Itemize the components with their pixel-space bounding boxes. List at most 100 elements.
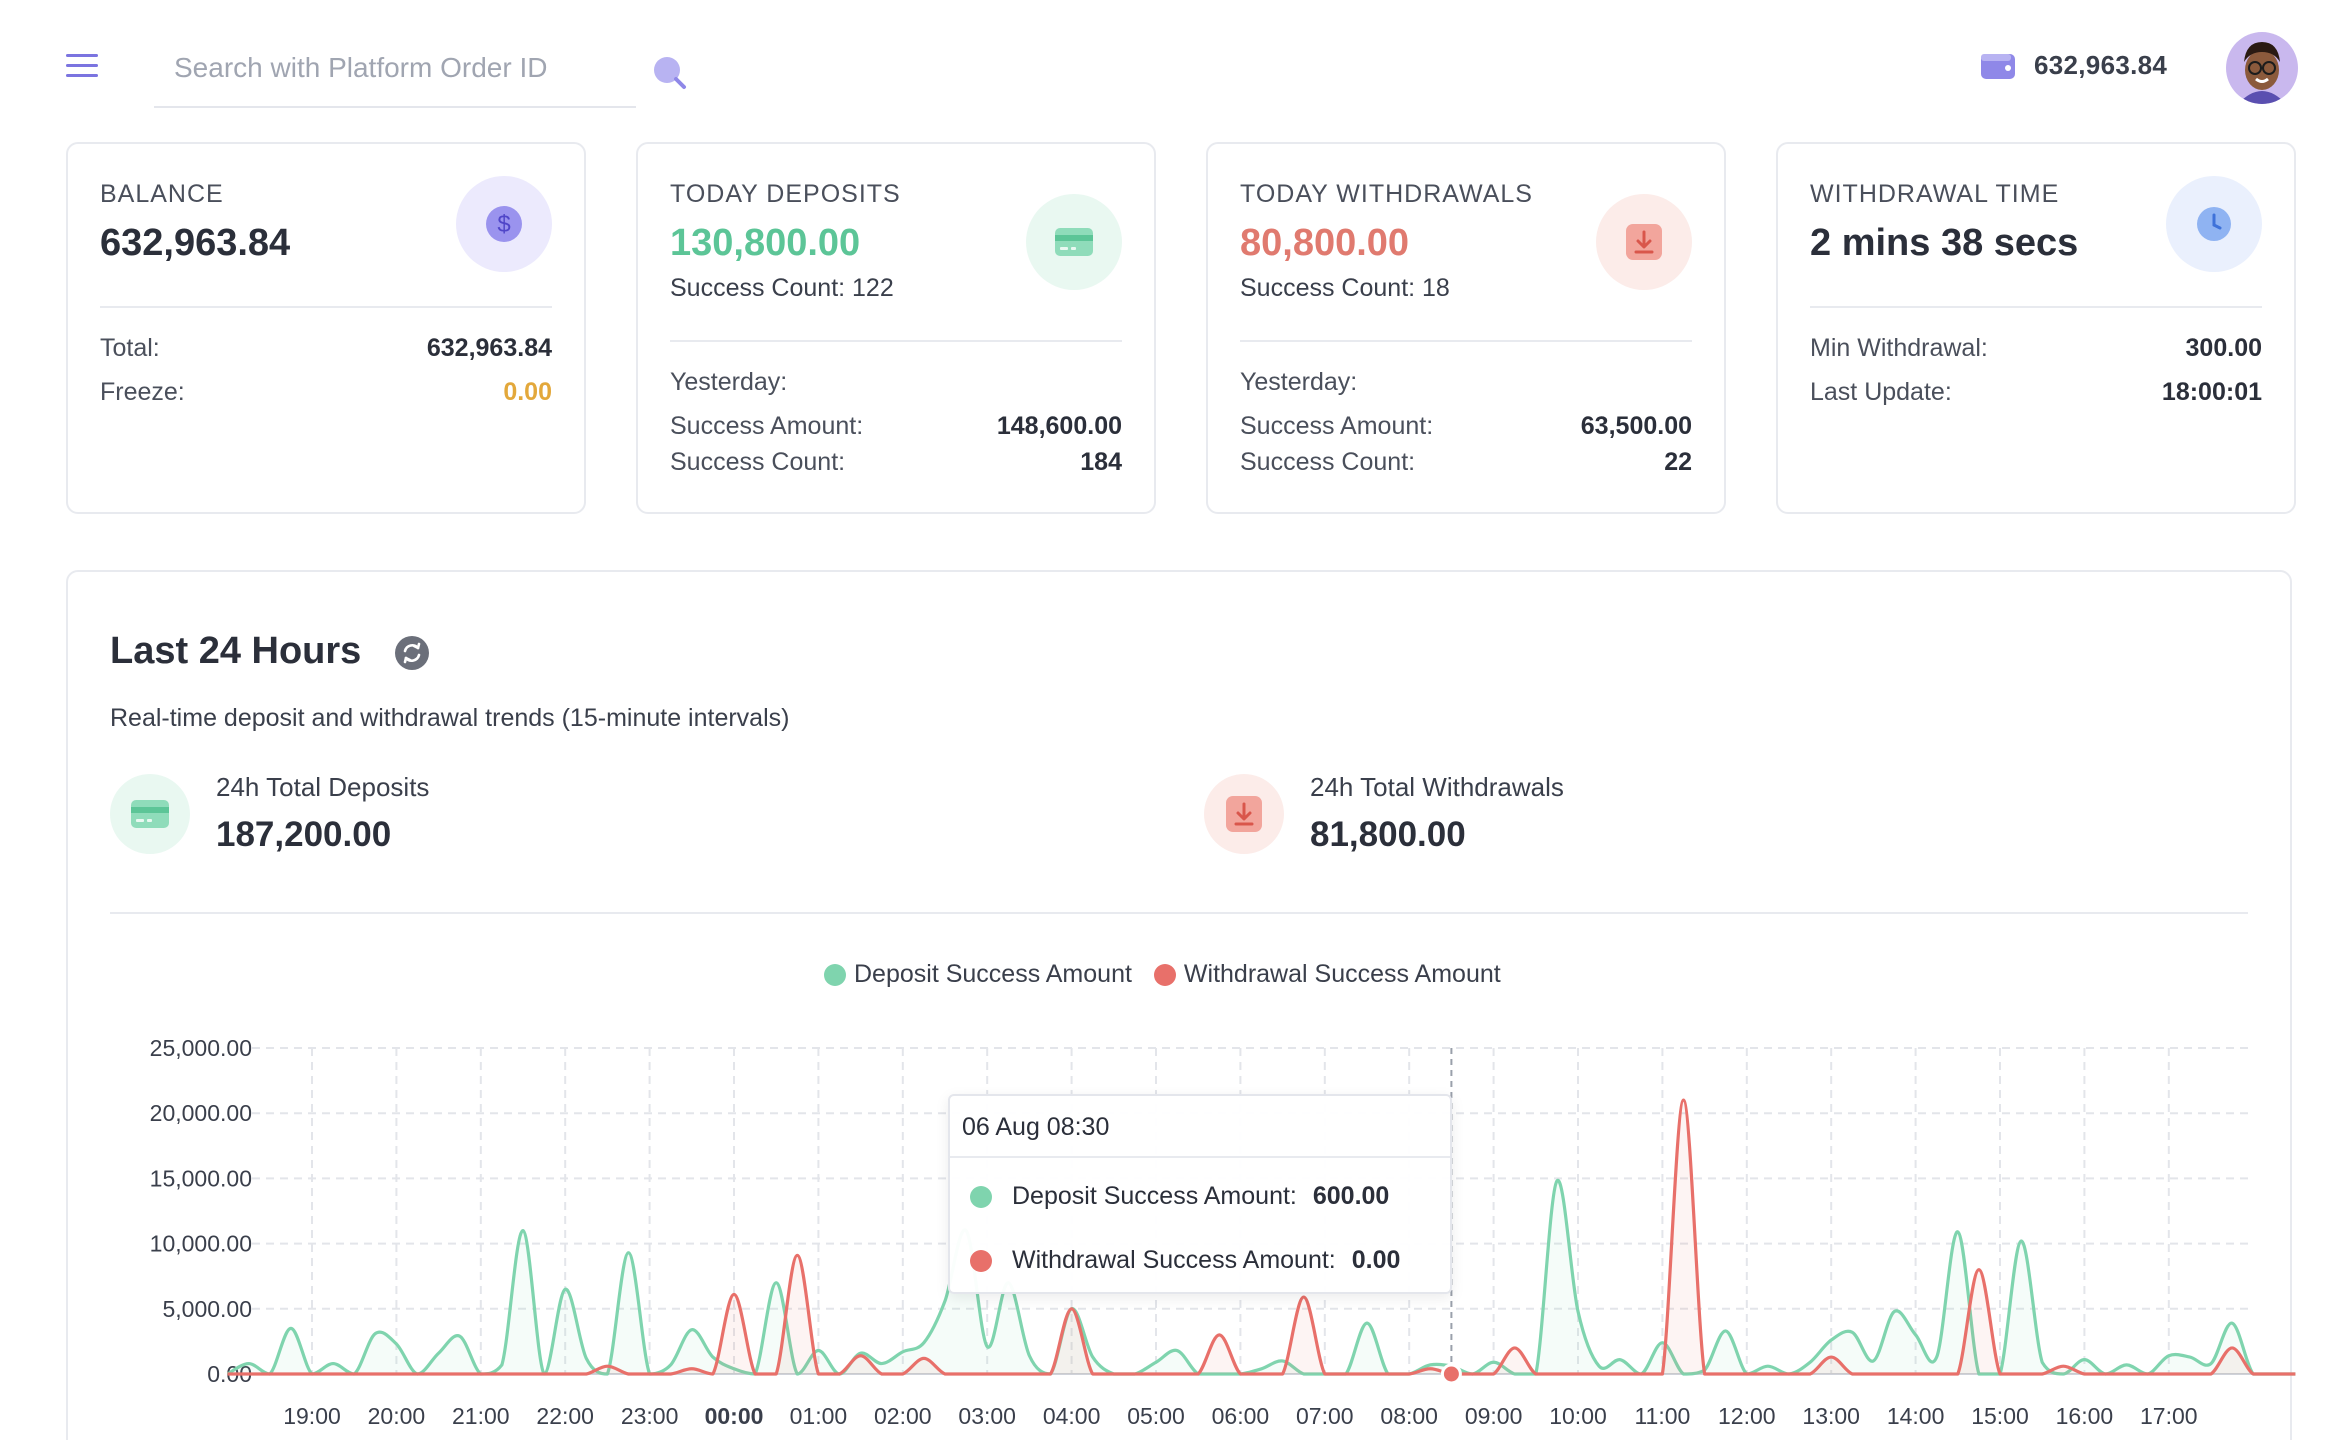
withdrawal-time-title: WITHDRAWAL TIME xyxy=(1810,180,2060,208)
x-tick-label: 08:00 xyxy=(1380,1403,1438,1429)
tooltip-withdrawal-label: Withdrawal Success Amount: xyxy=(1012,1246,1336,1274)
download-icon-wrap xyxy=(1596,194,1692,290)
clock-icon-wrap xyxy=(2166,176,2262,272)
deposits-yesterday-count-row: Success Count: 184 xyxy=(670,448,1122,477)
x-tick-label: 05:00 xyxy=(1127,1403,1185,1429)
download-icon-wrap xyxy=(1204,773,1284,854)
x-tick-label: 12:00 xyxy=(1718,1403,1776,1429)
tooltip-withdrawal-value: 0.00 xyxy=(1351,1246,1401,1274)
balance-card: BALANCE 632,963.84 $ Total: 632,963.84 F… xyxy=(66,142,586,514)
amount-label: Success Amount: xyxy=(670,412,864,440)
total-deposits-summary: 24h Total Deposits 187,200.00 xyxy=(110,772,429,855)
chart-tooltip: 06 Aug 08:30 Deposit Success Amount: 600… xyxy=(948,1094,1452,1294)
legend-withdrawal-label: Withdrawal Success Amount xyxy=(1183,960,1501,988)
x-tick-label: 23:00 xyxy=(621,1403,679,1429)
y-tick-label: 20,000.00 xyxy=(150,1100,252,1126)
amount-value: 148,600.00 xyxy=(996,412,1122,440)
wallet-icon xyxy=(1981,53,2015,79)
search-input[interactable] xyxy=(154,40,584,96)
credit-card-icon xyxy=(1055,228,1093,256)
refresh-icon[interactable] xyxy=(394,635,430,671)
deposits-yesterday-amount-row: Success Amount: 148,600.00 xyxy=(670,412,1122,441)
panel-divider xyxy=(110,912,2248,914)
dollar-icon: $ xyxy=(486,206,522,242)
x-tick-label: 14:00 xyxy=(1887,1403,1945,1429)
x-tick-label: 17:00 xyxy=(2140,1403,2198,1429)
freeze-label: Freeze: xyxy=(100,378,185,406)
x-tick-label: 20:00 xyxy=(368,1403,426,1429)
x-tick-label: 10:00 xyxy=(1549,1403,1607,1429)
deposit-series-line xyxy=(226,1179,2296,1376)
count-value: 184 xyxy=(1080,448,1122,476)
tooltip-withdrawal-dot xyxy=(970,1249,992,1272)
last-update-row: Last Update: 18:00:01 xyxy=(1810,378,2262,407)
amount-label: Success Amount: xyxy=(1240,412,1434,440)
yesterday-label: Yesterday: xyxy=(670,368,788,396)
tooltip-title: 06 Aug 08:30 xyxy=(950,1096,1450,1158)
search-bar xyxy=(154,40,686,108)
tooltip-withdrawal-row: Withdrawal Success Amount: 0.00 xyxy=(970,1246,1400,1275)
card-divider xyxy=(670,340,1122,342)
x-tick-label: 04:00 xyxy=(1043,1403,1101,1429)
card-divider xyxy=(1810,306,2262,308)
balance-value: 632,963.84 xyxy=(100,222,291,264)
total-withdrawals-value: 81,800.00 xyxy=(1310,815,1466,854)
y-tick-label: 5,000.00 xyxy=(162,1296,252,1322)
x-tick-label: 06:00 xyxy=(1212,1403,1270,1429)
min-withdrawal-label: Min Withdrawal: xyxy=(1810,334,1988,362)
search-icon[interactable] xyxy=(647,50,691,94)
withdrawals-yesterday-amount-row: Success Amount: 63,500.00 xyxy=(1240,412,1692,441)
dollar-icon-wrap: $ xyxy=(456,176,552,272)
y-tick-label: 10,000.00 xyxy=(150,1231,252,1257)
panel-title: Last 24 Hours xyxy=(110,630,362,672)
x-tick-label: 13:00 xyxy=(1802,1403,1860,1429)
credit-card-icon xyxy=(131,799,169,828)
wallet-balance: 632,963.84 xyxy=(1980,50,2167,81)
panel-subtitle: Real-time deposit and withdrawal trends … xyxy=(110,704,790,732)
x-tick-label: 07:00 xyxy=(1296,1403,1354,1429)
menu-icon[interactable] xyxy=(66,54,98,80)
legend-withdrawal[interactable]: Withdrawal Success Amount xyxy=(1153,960,1501,989)
x-tick-label: 19:00 xyxy=(283,1403,341,1429)
download-icon xyxy=(1226,795,1262,832)
x-tick-label: 21:00 xyxy=(452,1403,510,1429)
legend-deposit[interactable]: Deposit Success Amount xyxy=(824,960,1132,989)
card-divider xyxy=(1240,340,1692,342)
today-deposits-card: TODAY DEPOSITS 130,800.00 Success Count:… xyxy=(636,142,1156,514)
amount-value: 63,500.00 xyxy=(1580,412,1692,440)
count-label: Success Count: xyxy=(1240,448,1416,476)
yesterday-label: Yesterday: xyxy=(1240,368,1358,396)
clock-icon xyxy=(2197,207,2231,241)
tooltip-deposit-value: 600.00 xyxy=(1312,1182,1390,1210)
withdrawal-series-line xyxy=(227,1098,2296,1376)
min-withdrawal-value: 300.00 xyxy=(2185,334,2262,362)
today-withdrawals-card: TODAY WITHDRAWALS 80,800.00 Success Coun… xyxy=(1206,142,1726,514)
deposits-success-count: Success Count: 122 xyxy=(670,274,894,302)
legend-withdrawal-dot xyxy=(1153,963,1176,986)
balance-freeze-row: Freeze: 0.00 xyxy=(100,378,552,407)
x-tick-label: 22:00 xyxy=(536,1403,594,1429)
balance-total-row: Total: 632,963.84 xyxy=(100,334,552,363)
withdrawals-title: TODAY WITHDRAWALS xyxy=(1240,180,1533,208)
min-withdrawal-row: Min Withdrawal: 300.00 xyxy=(1810,334,2262,363)
x-tick-label: 11:00 xyxy=(1634,1403,1690,1429)
legend-deposit-dot xyxy=(824,963,846,986)
last-update-label: Last Update: xyxy=(1810,378,1952,406)
withdrawals-value: 80,800.00 xyxy=(1240,222,1410,264)
last-24-hours-panel: Last 24 Hours Real-time deposit and with… xyxy=(66,570,2292,1440)
withdrawal-time-value: 2 mins 38 secs xyxy=(1810,222,2079,264)
total-withdrawals-summary: 24h Total Withdrawals 81,800.00 xyxy=(1204,772,1564,855)
last-update-value: 18:00:01 xyxy=(2161,378,2262,406)
total-deposits-label: 24h Total Deposits xyxy=(216,772,430,802)
total-withdrawals-label: 24h Total Withdrawals xyxy=(1310,772,1564,802)
avatar[interactable] xyxy=(2226,32,2298,104)
download-icon xyxy=(1626,224,1662,260)
withdrawals-yesterday-count-row: Success Count: 22 xyxy=(1240,448,1692,477)
svg-text:$: $ xyxy=(497,211,510,238)
withdrawal-time-card: WITHDRAWAL TIME 2 mins 38 secs Min Withd… xyxy=(1776,142,2296,514)
chart-legend: Deposit Success Amount Withdrawal Succes… xyxy=(824,960,1501,989)
total-deposits-value: 187,200.00 xyxy=(216,815,392,854)
withdrawals-success-count: Success Count: 18 xyxy=(1240,274,1450,302)
count-value: 22 xyxy=(1664,448,1692,476)
